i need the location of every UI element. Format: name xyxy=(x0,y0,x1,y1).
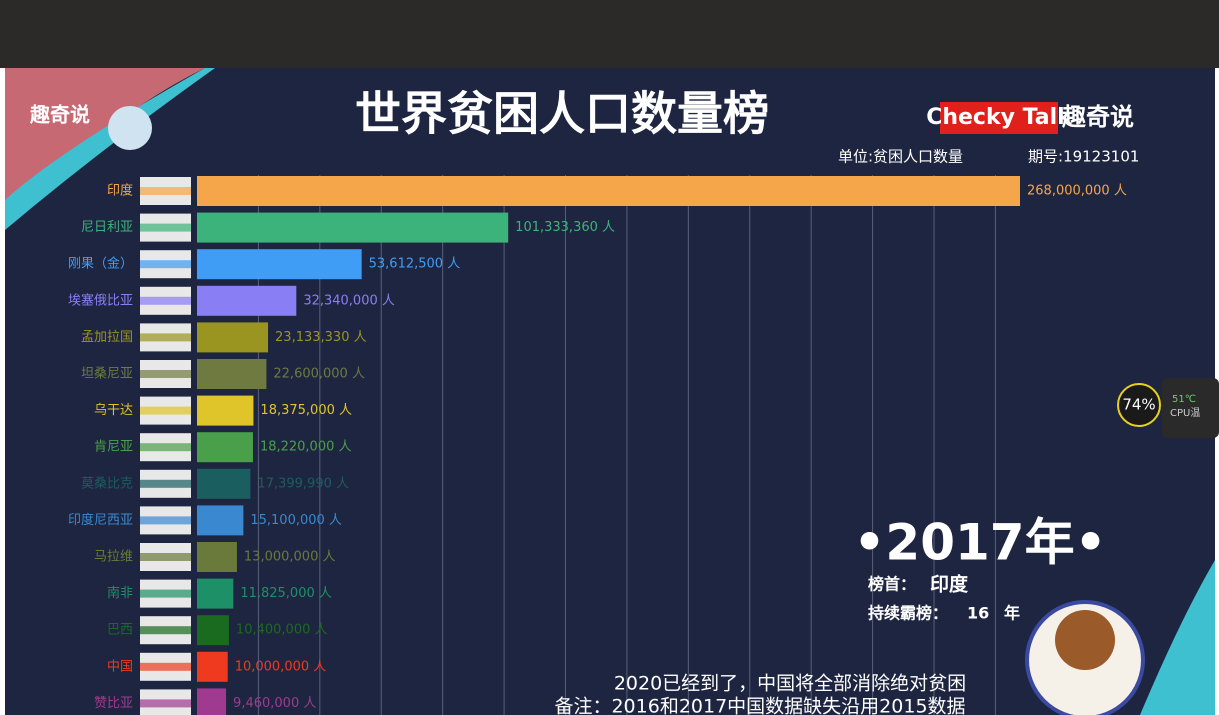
bar xyxy=(197,322,269,353)
category-label: 坦桑尼亚 xyxy=(81,367,133,382)
flag-stripe xyxy=(140,699,191,708)
category-label: 中国 xyxy=(107,659,133,674)
bar xyxy=(197,176,1020,206)
chart-title: 世界贫困人口数量榜 xyxy=(355,87,769,141)
cpu-label: CPU温 xyxy=(1170,407,1200,419)
top-bar xyxy=(0,0,1219,68)
flag-stripe xyxy=(140,626,191,635)
year: •2017年• xyxy=(853,514,1106,572)
bar xyxy=(197,688,227,715)
issue-label: 期号:19123101 xyxy=(1028,148,1139,166)
flag-stripe xyxy=(140,406,191,415)
value-label: 268,000,000 人 xyxy=(1027,184,1127,199)
caption: 备注：2016和2017中国数据缺失沿用2015数据 xyxy=(554,696,965,715)
widget xyxy=(1162,378,1219,438)
brand: 趣奇说 xyxy=(29,103,90,127)
streak-label: 持续霸榜： xyxy=(868,604,948,623)
value-label: 23,133,330 人 xyxy=(275,330,367,345)
streak: 16 xyxy=(967,604,989,623)
value-label: 101,333,360 人 xyxy=(515,220,615,235)
category-label: 乌干达 xyxy=(94,402,133,418)
category-label: 马拉维 xyxy=(94,550,133,565)
bar xyxy=(197,505,244,536)
value-label: 10,400,000 人 xyxy=(236,623,328,638)
cpu-load: 74% xyxy=(1122,396,1155,414)
flag-stripe xyxy=(140,479,191,488)
category-label: 印度尼西亚 xyxy=(68,512,133,528)
flag-stripe xyxy=(140,296,191,305)
category-label: 孟加拉国 xyxy=(81,330,133,345)
flag-stripe xyxy=(140,370,191,378)
value-label: 11,825,000 人 xyxy=(240,586,332,601)
flag-stripe xyxy=(140,223,191,232)
category-label: 赞比亚 xyxy=(94,696,133,711)
category-label: 印度 xyxy=(107,183,133,199)
flag-stripe xyxy=(140,553,191,561)
decor xyxy=(1140,560,1215,715)
bar xyxy=(197,578,234,609)
bar xyxy=(197,395,254,426)
bar xyxy=(197,212,509,243)
value-label: 17,399,990 人 xyxy=(257,476,349,491)
streak-unit: 年 xyxy=(1004,604,1020,623)
value-label: 18,375,000 人 xyxy=(260,403,352,418)
category-label: 刚果（金） xyxy=(68,256,133,272)
logo-en: Checky Talk xyxy=(926,105,1073,130)
bar xyxy=(197,432,253,463)
flag-stripe xyxy=(140,187,191,195)
bar xyxy=(197,359,267,389)
cpu-temp: 51℃ xyxy=(1172,394,1196,405)
leader: 印度 xyxy=(930,573,969,596)
value-label: 10,000,000 人 xyxy=(235,659,327,674)
leader-label: 榜首： xyxy=(868,575,916,594)
flag-stripe xyxy=(140,260,191,269)
value-label: 9,460,000 人 xyxy=(233,696,316,711)
value-label: 53,612,500 人 xyxy=(369,257,461,272)
logo-cn: 趣奇说 xyxy=(1061,103,1134,131)
value-label: 18,220,000 人 xyxy=(260,440,352,455)
value-label: 13,000,000 人 xyxy=(244,550,336,565)
unit-label: 单位:贫困人口数量 xyxy=(838,148,963,166)
bar xyxy=(197,542,237,572)
value-label: 32,340,000 人 xyxy=(303,293,395,308)
category-label: 肯尼亚 xyxy=(94,440,133,455)
category-label: 埃塞俄比亚 xyxy=(68,292,133,308)
category-label: 尼日利亚 xyxy=(81,220,133,235)
category-label: 莫桑比克 xyxy=(81,476,133,491)
mascot-hair xyxy=(1055,610,1115,670)
bar xyxy=(197,285,297,316)
flag-stripe xyxy=(140,516,191,525)
logo-box xyxy=(940,102,1058,134)
bar xyxy=(197,651,228,682)
flag-stripe xyxy=(140,589,191,598)
logo-globe xyxy=(108,106,152,150)
bar xyxy=(197,615,229,646)
flag-stripe xyxy=(140,333,191,342)
value-label: 15,100,000 人 xyxy=(250,513,342,528)
caption: 2020已经到了，中国将全部消除绝对贫困 xyxy=(614,673,966,695)
category-label: 巴西 xyxy=(107,623,133,638)
flag-stripe xyxy=(140,443,191,452)
category-label: 南非 xyxy=(107,585,133,601)
bar xyxy=(197,468,251,499)
flag-stripe xyxy=(140,662,191,671)
value-label: 22,600,000 人 xyxy=(273,367,365,382)
widget-ring xyxy=(1117,383,1161,427)
bar xyxy=(197,249,362,280)
